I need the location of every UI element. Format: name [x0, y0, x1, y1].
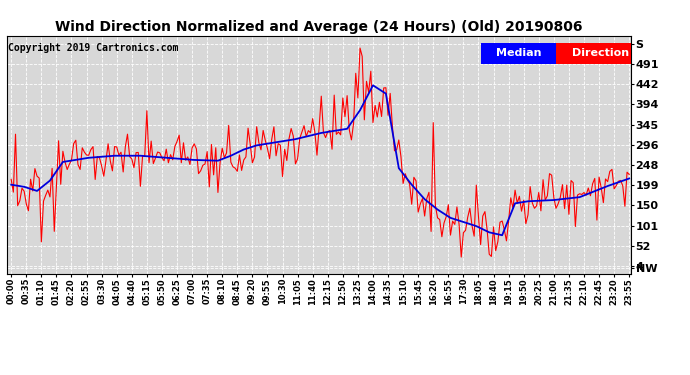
Text: Median: Median [496, 48, 542, 58]
FancyBboxPatch shape [556, 43, 644, 64]
Text: Direction: Direction [571, 48, 629, 58]
Text: Copyright 2019 Cartronics.com: Copyright 2019 Cartronics.com [8, 43, 178, 53]
FancyBboxPatch shape [482, 43, 556, 64]
Title: Wind Direction Normalized and Average (24 Hours) (Old) 20190806: Wind Direction Normalized and Average (2… [55, 21, 583, 34]
